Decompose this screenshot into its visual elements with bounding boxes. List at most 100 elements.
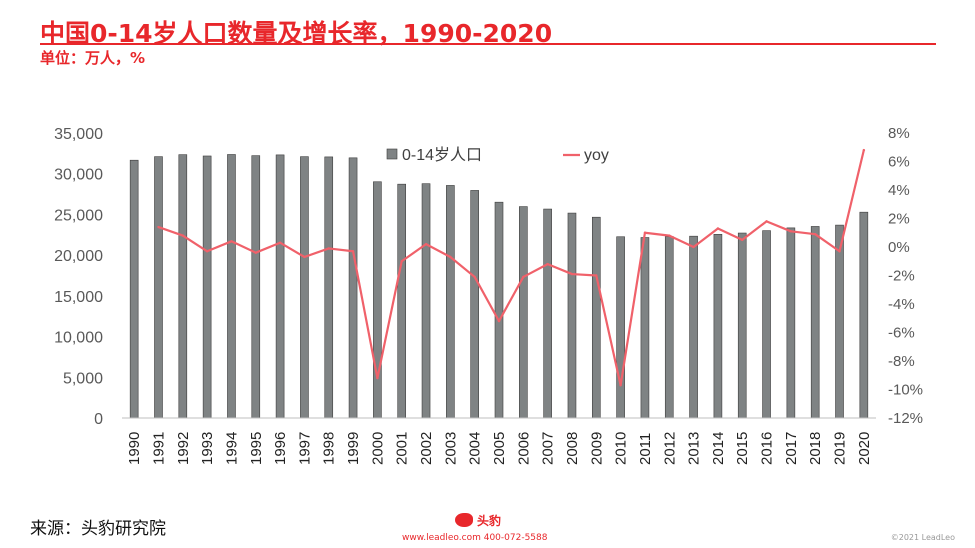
x-tick-label: 2011 [637,433,654,465]
population-bar [689,235,698,419]
logo-text: 头豹 [476,513,501,528]
yoy-point [157,225,160,229]
right-tick-label: -12% [888,410,923,427]
x-tick-label: 2006 [515,432,532,465]
yoy-point [668,234,671,237]
x-tick-label: 2018 [807,432,824,465]
yoy-point [765,220,768,223]
title-underline [40,43,936,45]
x-tick-label: 2015 [734,432,751,465]
left-tick-label: 15,000 [54,289,103,306]
yoy-point [351,250,355,253]
yoy-point [546,262,549,266]
copyright: ©2021 LeadLeo [890,533,955,542]
right-tick-label: 0% [888,239,910,256]
population-bar [810,226,820,419]
x-tick-label: 2005 [491,432,508,465]
contact-info: www.leadleo.com 400-072-5588 [402,533,548,543]
x-tick-label: 2020 [856,432,873,465]
x-tick-label: 2001 [394,432,411,465]
left-tick-label: 10,000 [54,330,103,347]
right-tick-label: -6% [888,325,915,342]
x-tick-label: 2003 [442,432,459,465]
population-bar [519,206,528,419]
population-bar [567,212,577,419]
right-y-axis: -12% -10% -8% -6% -4% -2% 0% 2% 4% 6% 8% [888,125,923,427]
right-tick-label: -10% [888,382,923,399]
population-bar [397,183,407,419]
left-tick-label: 30,000 [54,167,103,184]
population-bar [494,201,504,419]
yoy-point [254,251,257,254]
population-bar [178,154,188,419]
x-tick-label: 2017 [783,432,800,465]
population-bar [713,234,723,419]
x-tick-label: 1990 [126,432,143,465]
x-tick-label: 1998 [321,432,338,465]
population-bar [446,185,455,419]
source-note: 来源：头豹研究院 [30,519,166,539]
population-bar [591,216,601,419]
x-tick-label: 2016 [759,432,776,465]
yoy-point [181,234,185,237]
yoy-point [692,245,695,249]
yoy-point [473,275,476,279]
population-bar [835,224,844,419]
x-tick-label: 2014 [710,432,727,465]
yoy-point [522,275,525,279]
right-tick-label: 8% [888,125,910,142]
leadleo-logo: 头豹 [448,509,508,531]
population-bar [154,156,163,419]
x-tick-label: 1999 [345,432,362,465]
population-bar [421,183,431,419]
yoy-point [595,274,598,277]
population-bar [786,227,796,419]
yoy-point [327,247,330,250]
x-tick-label: 2004 [467,432,484,465]
x-tick-label: 2019 [832,432,849,465]
yoy-point [570,272,574,276]
yoy-point [424,242,428,246]
population-bar [251,155,261,419]
x-tick-label: 2008 [564,432,581,465]
population-bar [324,156,334,419]
x-tick-label: 1991 [150,432,167,465]
right-tick-label: 4% [888,182,910,199]
left-tick-label: 35,000 [54,126,103,143]
population-bar [227,154,236,419]
yoy-point [643,231,647,234]
yoy-line [158,149,865,387]
population-bar [640,237,650,419]
population-bar [664,236,674,419]
population-bar [616,236,625,419]
yoy-point [741,238,744,242]
line-series [157,148,866,387]
yoy-point [400,260,403,263]
x-tick-label: 1995 [248,432,265,465]
x-tick-label: 2000 [369,432,386,465]
yoy-point [838,250,841,253]
population-bar [129,159,139,419]
left-tick-label: 5,000 [63,370,103,387]
population-bar [762,230,771,419]
population-bar [470,190,479,419]
yoy-point [716,227,720,230]
legend-bar-label: 0-14岁人口 [402,146,482,164]
population-bar [373,181,382,419]
population-bar [543,208,552,419]
left-tick-label: 0 [94,411,103,428]
yoy-point [497,319,501,323]
yoy-point [789,230,793,233]
legend-line-label: yoy [584,147,609,164]
population-bar [275,154,285,419]
yoy-point [449,255,452,259]
right-tick-label: -4% [888,296,915,313]
left-y-axis: 0 5,000 10,000 15,000 20,000 25,000 30,000 35,0… [54,126,103,428]
left-tick-label: 25,000 [54,207,103,224]
population-bar [859,211,869,419]
yoy-point [862,148,866,152]
legend: 0-14岁人口 yoy [386,146,609,164]
x-tick-label: 1997 [296,432,313,465]
right-tick-label: 2% [888,211,910,228]
